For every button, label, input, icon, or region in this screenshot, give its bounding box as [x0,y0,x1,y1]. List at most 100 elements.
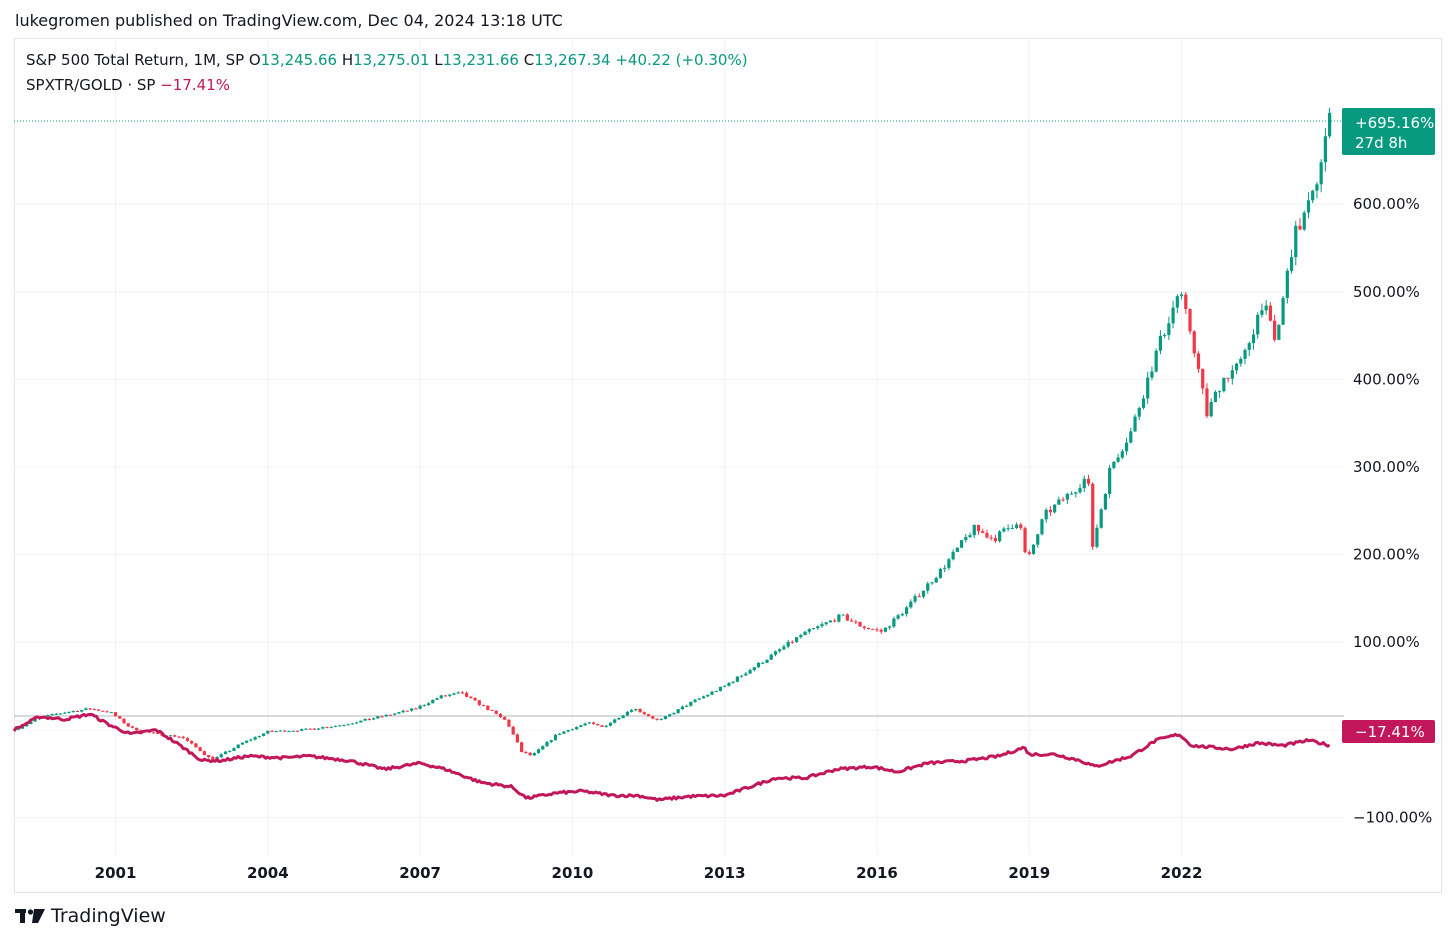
candle-body [613,719,617,723]
candle-body [998,531,1002,542]
candle-body [900,613,904,616]
candle-body [1256,314,1260,335]
candle-body [1027,552,1031,554]
candle-body [1006,528,1010,530]
candle-body [75,711,80,713]
candle-body [498,713,503,718]
candle-body [439,695,443,699]
candle-body [765,659,769,663]
candle-body [1179,294,1184,297]
candle-body [321,727,325,729]
candle-body [156,732,160,734]
legend-compare[interactable]: SPXTR/GOLD · SP −17.41% [26,76,230,94]
candle-body [1146,377,1150,399]
candle-body [135,727,139,731]
candle-body [1010,527,1014,529]
candle-body [507,719,511,727]
candle-body [1137,407,1141,417]
candle-body [97,709,101,711]
candle-body [228,750,232,752]
compare-last-label: −17.41% [1355,723,1425,741]
candle-body [549,740,553,743]
candle-body [25,724,29,727]
candle-body [1163,335,1167,337]
candle-body [274,731,278,733]
candle-body [1209,402,1213,417]
candle-body [460,692,465,694]
candle-body [431,699,435,704]
candle-body [1099,509,1103,528]
candle-body [63,712,67,714]
candle-body [1044,509,1048,520]
candle-body [329,726,333,728]
candle-body [710,691,714,695]
candle-body [490,709,494,711]
candle-body [236,744,240,749]
x-axis: 2001 2004 2007 2010 2013 2016 2019 2022 [95,864,1203,882]
candle-body [1171,307,1175,324]
candle-body [1184,294,1188,309]
legend-high-label: H [341,51,354,69]
candle-body [443,695,448,697]
candle-body [740,675,744,677]
candle-body [1167,323,1171,336]
candle-body [1031,544,1036,554]
candle-body [676,709,680,714]
candle-body [1323,136,1327,163]
legend-high-value: 13,275.01 [353,51,430,69]
candle-body [325,727,329,729]
legend-main[interactable]: S&P 500 Total Return, 1M, SP O13,245.66 … [26,51,748,69]
candle-body [393,713,397,715]
candle-body [807,629,811,632]
candle-body [964,537,968,541]
candle-body [575,726,579,730]
candle-body [295,730,300,732]
candle-body [638,708,642,713]
candle-body [177,736,181,738]
candle-body [1188,308,1192,332]
candle-body [744,673,748,676]
candle-body [951,551,955,560]
legend-low-label: L [434,51,443,69]
candle-body [1065,493,1069,500]
candle-body [727,683,731,686]
candle-body [1158,335,1163,351]
candle-body [1069,493,1074,495]
candle-body [608,722,613,726]
candle-body [1074,492,1078,494]
candle-body [562,731,566,734]
candle-body [1251,334,1256,344]
x-tick-label: 2019 [1008,864,1050,882]
candle-body [566,730,570,732]
candle-body [376,716,380,719]
candle-body [1289,257,1294,271]
candle-body [748,670,752,674]
candle-body [481,704,486,706]
tradingview-logo[interactable]: TradingView [15,905,166,927]
candle-body [591,722,596,724]
chart-frame[interactable] [14,38,1442,893]
y-tick-label: 500.00% [1353,283,1420,301]
candle-body [587,722,591,724]
candle-body [909,601,913,608]
candle-body [642,712,646,715]
candle-body [486,705,490,710]
candle-body [1260,310,1264,315]
candle-body [418,705,422,709]
candle-body [524,751,528,753]
candle-body [883,627,888,632]
candle-body [219,754,223,758]
candle-body [541,746,545,750]
candle-body [371,718,376,720]
candle-body [985,532,989,538]
candle-body [397,712,401,714]
candle-body [596,723,600,726]
candle-body [84,708,88,710]
candle-body [190,740,194,744]
candle-body [50,714,54,716]
candle-body [202,751,206,756]
candle-body [773,651,778,655]
candle-body [625,711,629,716]
candle-body [892,618,896,627]
